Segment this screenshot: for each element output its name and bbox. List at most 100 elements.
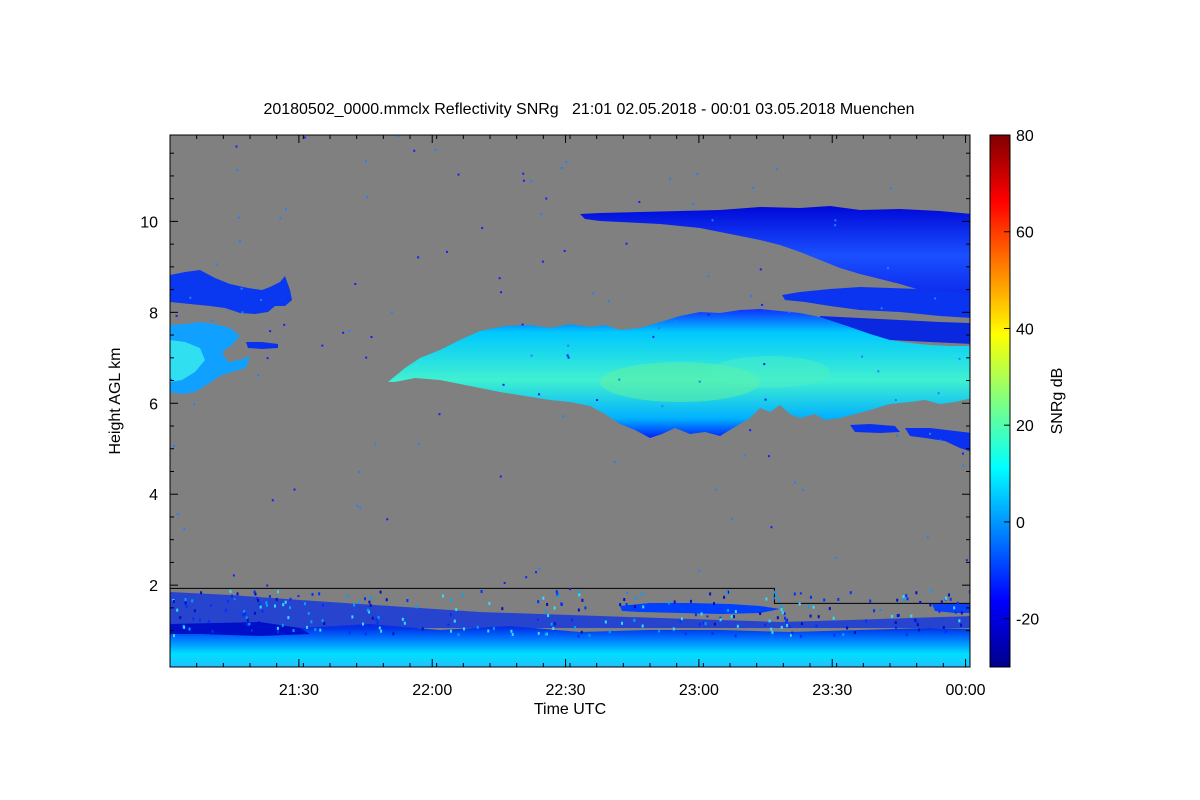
bl-speckle bbox=[537, 600, 540, 604]
bl-speckle bbox=[730, 615, 733, 619]
plot-area bbox=[170, 135, 970, 667]
bl-speckle bbox=[401, 617, 404, 621]
bl-speckle bbox=[788, 625, 791, 629]
bl-speckle bbox=[378, 626, 381, 630]
bl-speckle bbox=[574, 626, 577, 630]
noise-speckle bbox=[761, 303, 764, 306]
noise-speckle bbox=[193, 403, 196, 406]
noise-speckle bbox=[707, 313, 710, 316]
bl-speckle bbox=[253, 611, 256, 615]
bl-speckle bbox=[369, 596, 372, 600]
bl-speckle bbox=[172, 600, 175, 604]
bl-speckle bbox=[292, 629, 295, 633]
bl-speckle bbox=[193, 609, 196, 613]
bl-speckle bbox=[929, 589, 932, 593]
bl-speckle bbox=[734, 610, 737, 614]
bl-speckle bbox=[385, 598, 388, 602]
colorbar-tick-label: 40 bbox=[1016, 321, 1034, 338]
noise-speckle bbox=[211, 319, 214, 322]
noise-speckle bbox=[525, 576, 528, 579]
noise-speckle bbox=[500, 291, 503, 294]
bl-speckle bbox=[725, 590, 728, 594]
bl-speckle bbox=[896, 598, 899, 602]
bl-speckle bbox=[719, 618, 722, 622]
bl-speckle bbox=[780, 605, 783, 609]
bl-speckle bbox=[800, 622, 803, 626]
noise-speckle bbox=[536, 618, 539, 621]
bl-speckle bbox=[832, 616, 835, 620]
noise-speckle bbox=[189, 296, 192, 299]
bl-speckle bbox=[902, 598, 905, 602]
bl-speckle bbox=[694, 613, 697, 617]
bl-speckle bbox=[249, 625, 252, 629]
cirrus-lower-band bbox=[782, 287, 970, 318]
noise-speckle bbox=[706, 615, 709, 618]
bl-speckle bbox=[581, 598, 584, 602]
bl-speckle bbox=[915, 591, 918, 595]
noise-speckle bbox=[962, 464, 965, 467]
bl-speckle bbox=[284, 600, 287, 604]
bl-speckle bbox=[619, 603, 622, 607]
bl-speckle bbox=[849, 591, 852, 595]
bl-speckle bbox=[949, 597, 952, 601]
noise-speckle bbox=[669, 178, 672, 181]
noise-speckle bbox=[530, 180, 533, 183]
bl-speckle bbox=[542, 596, 545, 600]
noise-speckle bbox=[236, 169, 239, 172]
bl-speckle bbox=[958, 619, 961, 623]
colorbar-tick-label: 60 bbox=[1016, 225, 1034, 242]
bl-speckle bbox=[377, 615, 380, 619]
noise-speckle bbox=[354, 283, 357, 286]
bl-speckle bbox=[791, 631, 794, 635]
noise-speckle bbox=[896, 434, 899, 437]
bl-speckle bbox=[455, 608, 458, 612]
bl-speckle bbox=[929, 603, 932, 607]
bl-speckle bbox=[914, 618, 917, 622]
bl-speckle bbox=[621, 621, 624, 625]
colorbar-tick-label: 0 bbox=[1016, 515, 1025, 532]
boundary-layer-echo bbox=[170, 624, 970, 667]
bl-speckle bbox=[798, 602, 801, 606]
bl-speckle bbox=[815, 624, 818, 628]
bl-speckle bbox=[905, 633, 908, 637]
noise-speckle bbox=[365, 356, 368, 359]
bl-speckle bbox=[403, 621, 406, 625]
bl-speckle bbox=[773, 590, 776, 594]
bl-speckle bbox=[768, 619, 771, 623]
bl-speckle bbox=[476, 625, 479, 629]
bl-speckle bbox=[704, 622, 707, 626]
bl-speckle bbox=[910, 614, 913, 618]
noise-speckle bbox=[285, 208, 288, 211]
noise-speckle bbox=[625, 242, 628, 245]
bl-speckle bbox=[457, 633, 460, 637]
noise-speckle bbox=[342, 331, 345, 334]
noise-speckle bbox=[535, 571, 538, 574]
bl-speckle bbox=[588, 633, 591, 637]
bl-speckle bbox=[776, 616, 779, 620]
noise-speckle bbox=[257, 374, 260, 377]
bl-speckle bbox=[906, 597, 909, 601]
noise-speckle bbox=[877, 370, 880, 373]
noise-speckle bbox=[695, 173, 698, 176]
bl-speckle bbox=[307, 611, 310, 615]
noise-speckle bbox=[457, 173, 460, 176]
low-layer-band bbox=[620, 603, 780, 614]
bl-speckle bbox=[184, 601, 187, 605]
bl-speckle bbox=[905, 594, 908, 598]
bl-speckle bbox=[375, 617, 378, 621]
noise-speckle bbox=[235, 145, 238, 148]
noise-speckle bbox=[749, 294, 752, 297]
noise-speckle bbox=[560, 167, 563, 170]
bl-dark-band bbox=[170, 622, 310, 636]
bl-speckle bbox=[641, 592, 644, 596]
bl-speckle bbox=[770, 627, 773, 631]
bl-speckle bbox=[236, 592, 239, 596]
noise-speckle bbox=[176, 513, 179, 516]
low-layer-band-right bbox=[932, 603, 970, 613]
early-cloud-lower bbox=[170, 322, 250, 394]
noise-speckle bbox=[538, 567, 541, 570]
bl-speckle bbox=[897, 613, 900, 617]
bl-speckle bbox=[774, 594, 777, 598]
noise-speckle bbox=[861, 355, 864, 358]
bl-speckle bbox=[944, 630, 947, 634]
